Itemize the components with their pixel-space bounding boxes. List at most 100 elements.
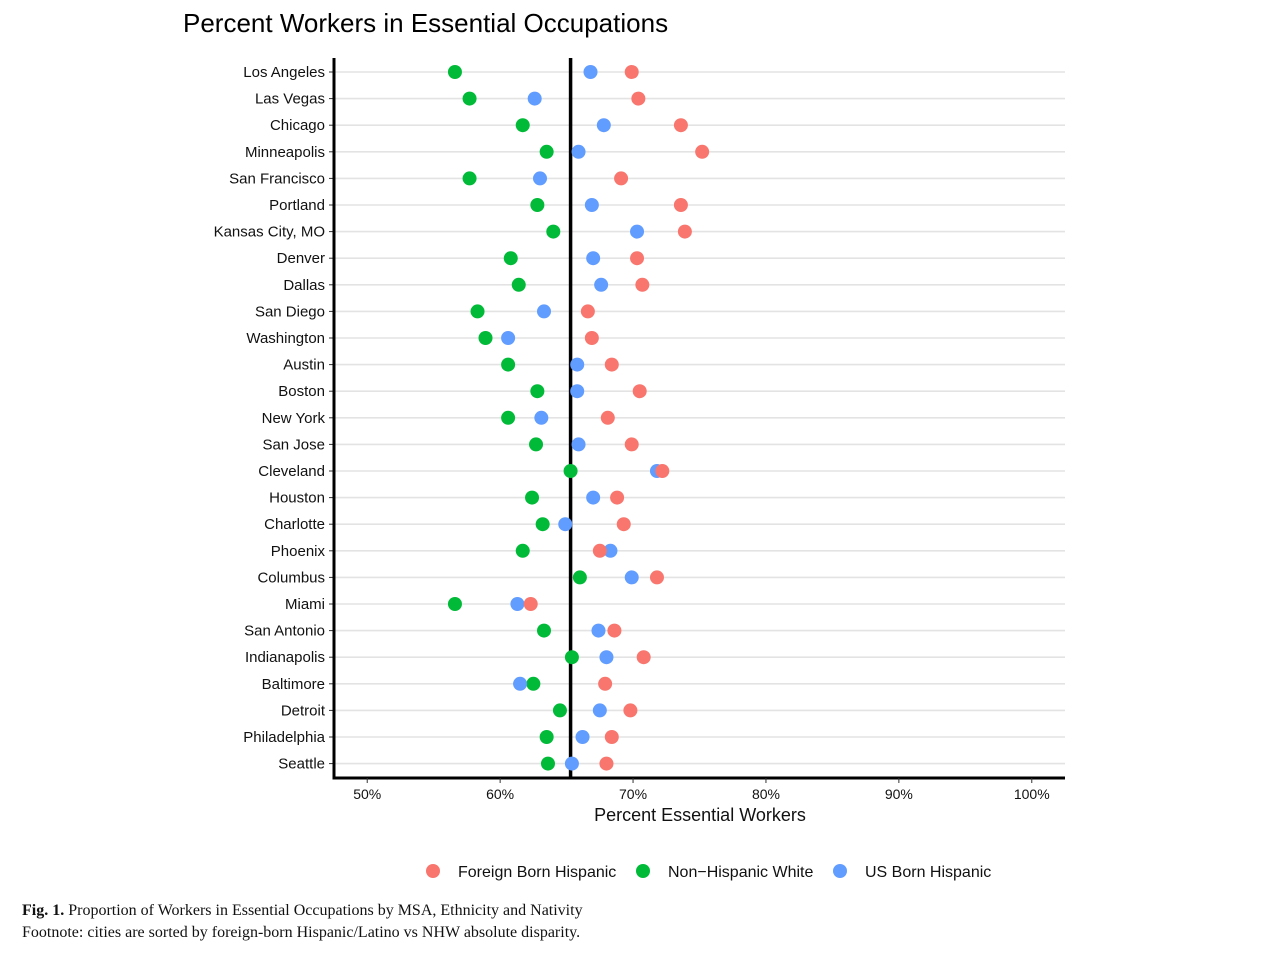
city-label: San Antonio	[244, 623, 325, 640]
city-label: Washington	[246, 330, 325, 347]
data-point	[523, 597, 538, 611]
data-point	[564, 650, 579, 665]
city-label: Los Angeles	[243, 64, 325, 81]
city-label: Boston	[278, 383, 325, 400]
city-label: Denver	[277, 250, 325, 267]
x-tick-label: 90%	[885, 786, 913, 802]
caption-label: Fig. 1.	[22, 902, 65, 919]
data-point	[563, 464, 578, 478]
city-label: Baltimore	[262, 676, 325, 693]
data-point	[592, 543, 607, 558]
data-point	[534, 410, 549, 425]
data-point	[586, 251, 601, 266]
data-point	[604, 357, 619, 372]
data-point	[636, 650, 651, 665]
caption-line: Fig. 1. Proportion of Workers in Essenti…	[22, 900, 1222, 922]
data-point	[511, 277, 526, 292]
data-point	[462, 171, 477, 186]
data-point	[580, 304, 595, 319]
legend-label: US Born Hispanic	[865, 864, 991, 881]
axes	[332, 58, 1065, 780]
data-point	[616, 517, 631, 532]
data-point	[586, 490, 601, 505]
city-label: Philadelphia	[243, 729, 325, 746]
data-point	[624, 570, 639, 585]
data-point	[478, 331, 493, 345]
data-point	[501, 331, 516, 345]
data-points	[447, 65, 710, 771]
data-point	[598, 676, 613, 691]
city-label: Kansas City, MO	[214, 224, 325, 241]
data-point	[599, 650, 614, 665]
city-label: Cleveland	[258, 463, 325, 480]
data-point	[515, 543, 530, 558]
x-tick-label: 50%	[353, 786, 381, 802]
gridlines	[329, 71, 1065, 765]
data-point	[610, 490, 625, 505]
data-point	[558, 517, 573, 532]
legend-label: Foreign Born Hispanic	[458, 864, 616, 881]
city-label: Austin	[283, 357, 325, 374]
legend: Foreign Born Hispanic Non−Hispanic White U…	[426, 864, 991, 881]
data-point	[546, 224, 561, 239]
data-point	[603, 543, 618, 558]
chart-title: Percent Workers in Essential Occupations	[183, 8, 668, 38]
city-label: Houston	[269, 490, 325, 507]
data-point	[536, 304, 551, 319]
data-point	[592, 703, 607, 718]
data-point	[655, 464, 670, 478]
city-label: San Jose	[262, 436, 325, 453]
city-label: Miami	[285, 596, 325, 613]
x-axis-title: Percent Essential Workers	[594, 805, 806, 825]
data-point	[515, 118, 530, 133]
legend-marker	[833, 864, 847, 878]
city-label: Indianapolis	[245, 649, 325, 666]
data-point	[539, 144, 554, 159]
city-label: Charlotte	[264, 516, 325, 533]
x-axis-ticks: 50% 60% 70% 80% 90% 100%	[353, 778, 1050, 802]
data-point	[552, 703, 567, 718]
data-point	[673, 118, 688, 133]
data-point	[501, 410, 516, 425]
data-point	[630, 224, 645, 239]
data-point	[533, 171, 548, 186]
data-point	[570, 384, 585, 399]
data-point	[530, 198, 545, 212]
data-point	[596, 118, 611, 133]
data-point	[503, 251, 518, 266]
city-label: New York	[262, 410, 326, 427]
data-point	[623, 703, 638, 718]
data-point	[614, 171, 629, 186]
data-point	[624, 437, 639, 452]
data-point	[584, 198, 599, 212]
city-label: Detroit	[281, 702, 326, 719]
legend-marker	[426, 864, 440, 878]
data-point	[572, 570, 587, 585]
data-point	[607, 623, 622, 638]
data-point	[635, 277, 650, 292]
data-point	[470, 304, 485, 319]
data-point	[677, 224, 692, 239]
data-point	[530, 384, 545, 399]
data-point	[564, 756, 579, 771]
data-point	[575, 730, 590, 744]
x-tick-label: 80%	[752, 786, 780, 802]
city-label: Seattle	[278, 756, 325, 773]
data-point	[462, 91, 477, 106]
data-point	[649, 570, 664, 585]
data-point	[513, 676, 528, 691]
legend-label: Non−Hispanic White	[668, 864, 814, 881]
city-label: Portland	[269, 197, 325, 214]
data-point	[525, 490, 540, 505]
data-point	[632, 384, 647, 399]
city-label: Columbus	[257, 569, 325, 586]
data-point	[599, 756, 614, 771]
data-point	[510, 597, 525, 611]
data-point	[631, 91, 646, 106]
x-tick-label: 60%	[486, 786, 514, 802]
figure-caption: Fig. 1. Proportion of Workers in Essenti…	[22, 900, 1222, 944]
data-point	[594, 277, 609, 292]
data-point	[526, 676, 541, 691]
data-point	[529, 437, 544, 452]
legend-marker	[636, 864, 650, 878]
